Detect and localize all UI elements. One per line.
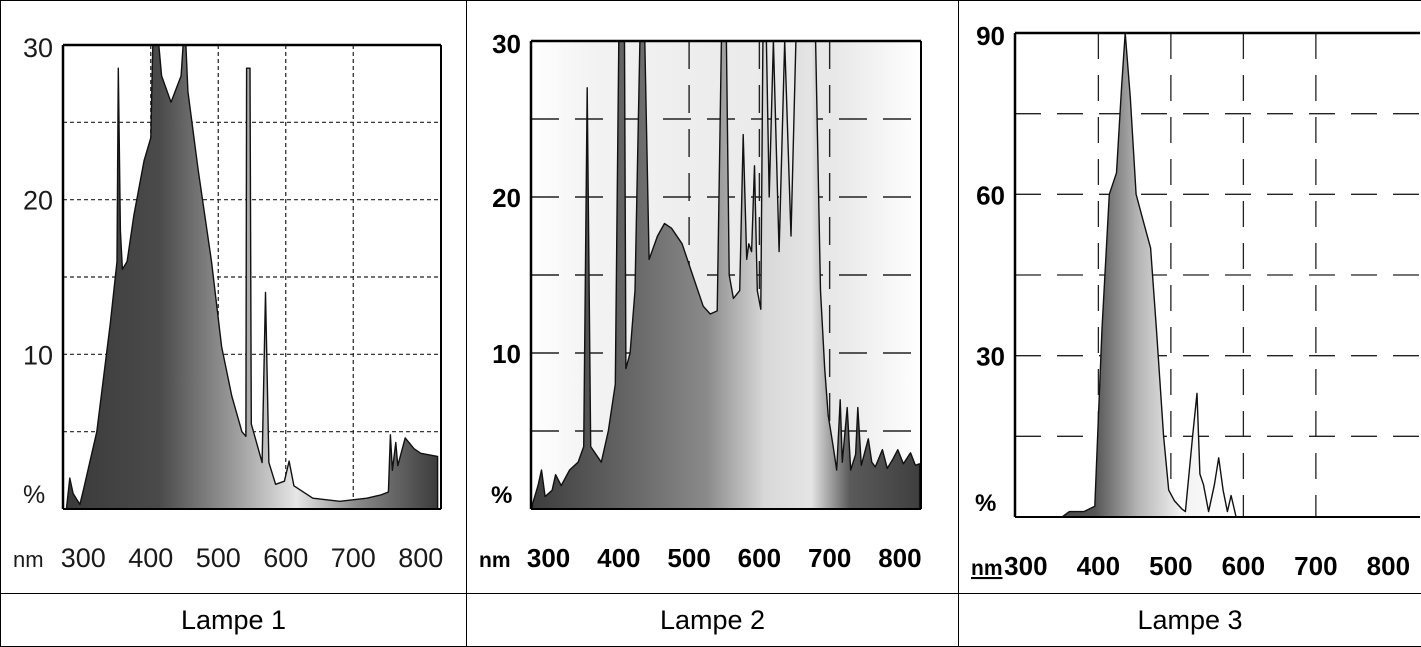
y-axis-label: % [491,482,512,509]
spectrum-area [531,40,921,510]
x-tick-label: 600 [263,543,308,573]
x-tick-label: 800 [1367,551,1410,581]
y-tick-label: 10 [492,339,521,369]
y-tick-label: 30 [23,33,53,63]
y-axis-label: % [975,490,996,517]
x-axis-label: nm [479,549,511,572]
x-tick-label: 600 [1222,551,1265,581]
chart-cell-lampe-1: 30 20 10% 300 400 500 600 700 800 nm [0,0,467,594]
spectrum-area [1017,32,1237,518]
x-tick-label: 700 [331,543,376,573]
x-tick-label: 300 [61,543,106,573]
x-tick-label: 600 [738,543,781,573]
x-tick-label: 500 [196,543,241,573]
x-tick-label: 300 [1004,551,1047,581]
x-axis-label: nm [13,547,44,572]
spectrum-chart-lampe-3: 90 60 30% 300 400 500 600 700 800 nm [971,21,1420,581]
spectrum-area [65,44,439,510]
x-tick-label: 400 [1077,551,1120,581]
x-tick-label: 700 [808,543,851,573]
x-tick-label: 700 [1294,551,1337,581]
x-tick-label: 800 [398,543,443,573]
x-axis-label: nm [971,557,1003,580]
x-tick-label: 400 [597,543,640,573]
x-tick-label: 500 [1149,551,1192,581]
x-tick-label: 400 [128,543,173,573]
chart-cell-lampe-3: 90 60 30% 300 400 500 600 700 800 nm [958,0,1421,594]
x-tick-label: 300 [527,543,570,573]
y-axis-label: % [23,481,45,509]
spectrum-chart-lampe-1: 30 20 10% 300 400 500 600 700 800 nm [13,33,443,573]
spectrum-chart-lampe-2: 30 20 10% 300 400 500 600 700 800 nm [479,29,922,573]
panel-label-lampe-3: Lampe 3 [958,593,1421,647]
panel-label-lampe-2: Lampe 2 [466,593,959,647]
panel-label-lampe-1: Lampe 1 [0,593,467,647]
y-tick-label: 60 [976,180,1005,210]
y-tick-label: 20 [23,186,53,216]
x-tick-label: 500 [667,543,710,573]
y-tick-label: 10 [23,340,53,370]
y-tick-label: 30 [492,29,521,59]
y-tick-label: 30 [976,342,1005,372]
y-tick-label: 90 [976,21,1005,51]
y-tick-label: 20 [492,183,521,213]
x-tick-label: 800 [878,543,921,573]
chart-cell-lampe-2: 30 20 10% 300 400 500 600 700 800 nm [466,0,959,594]
